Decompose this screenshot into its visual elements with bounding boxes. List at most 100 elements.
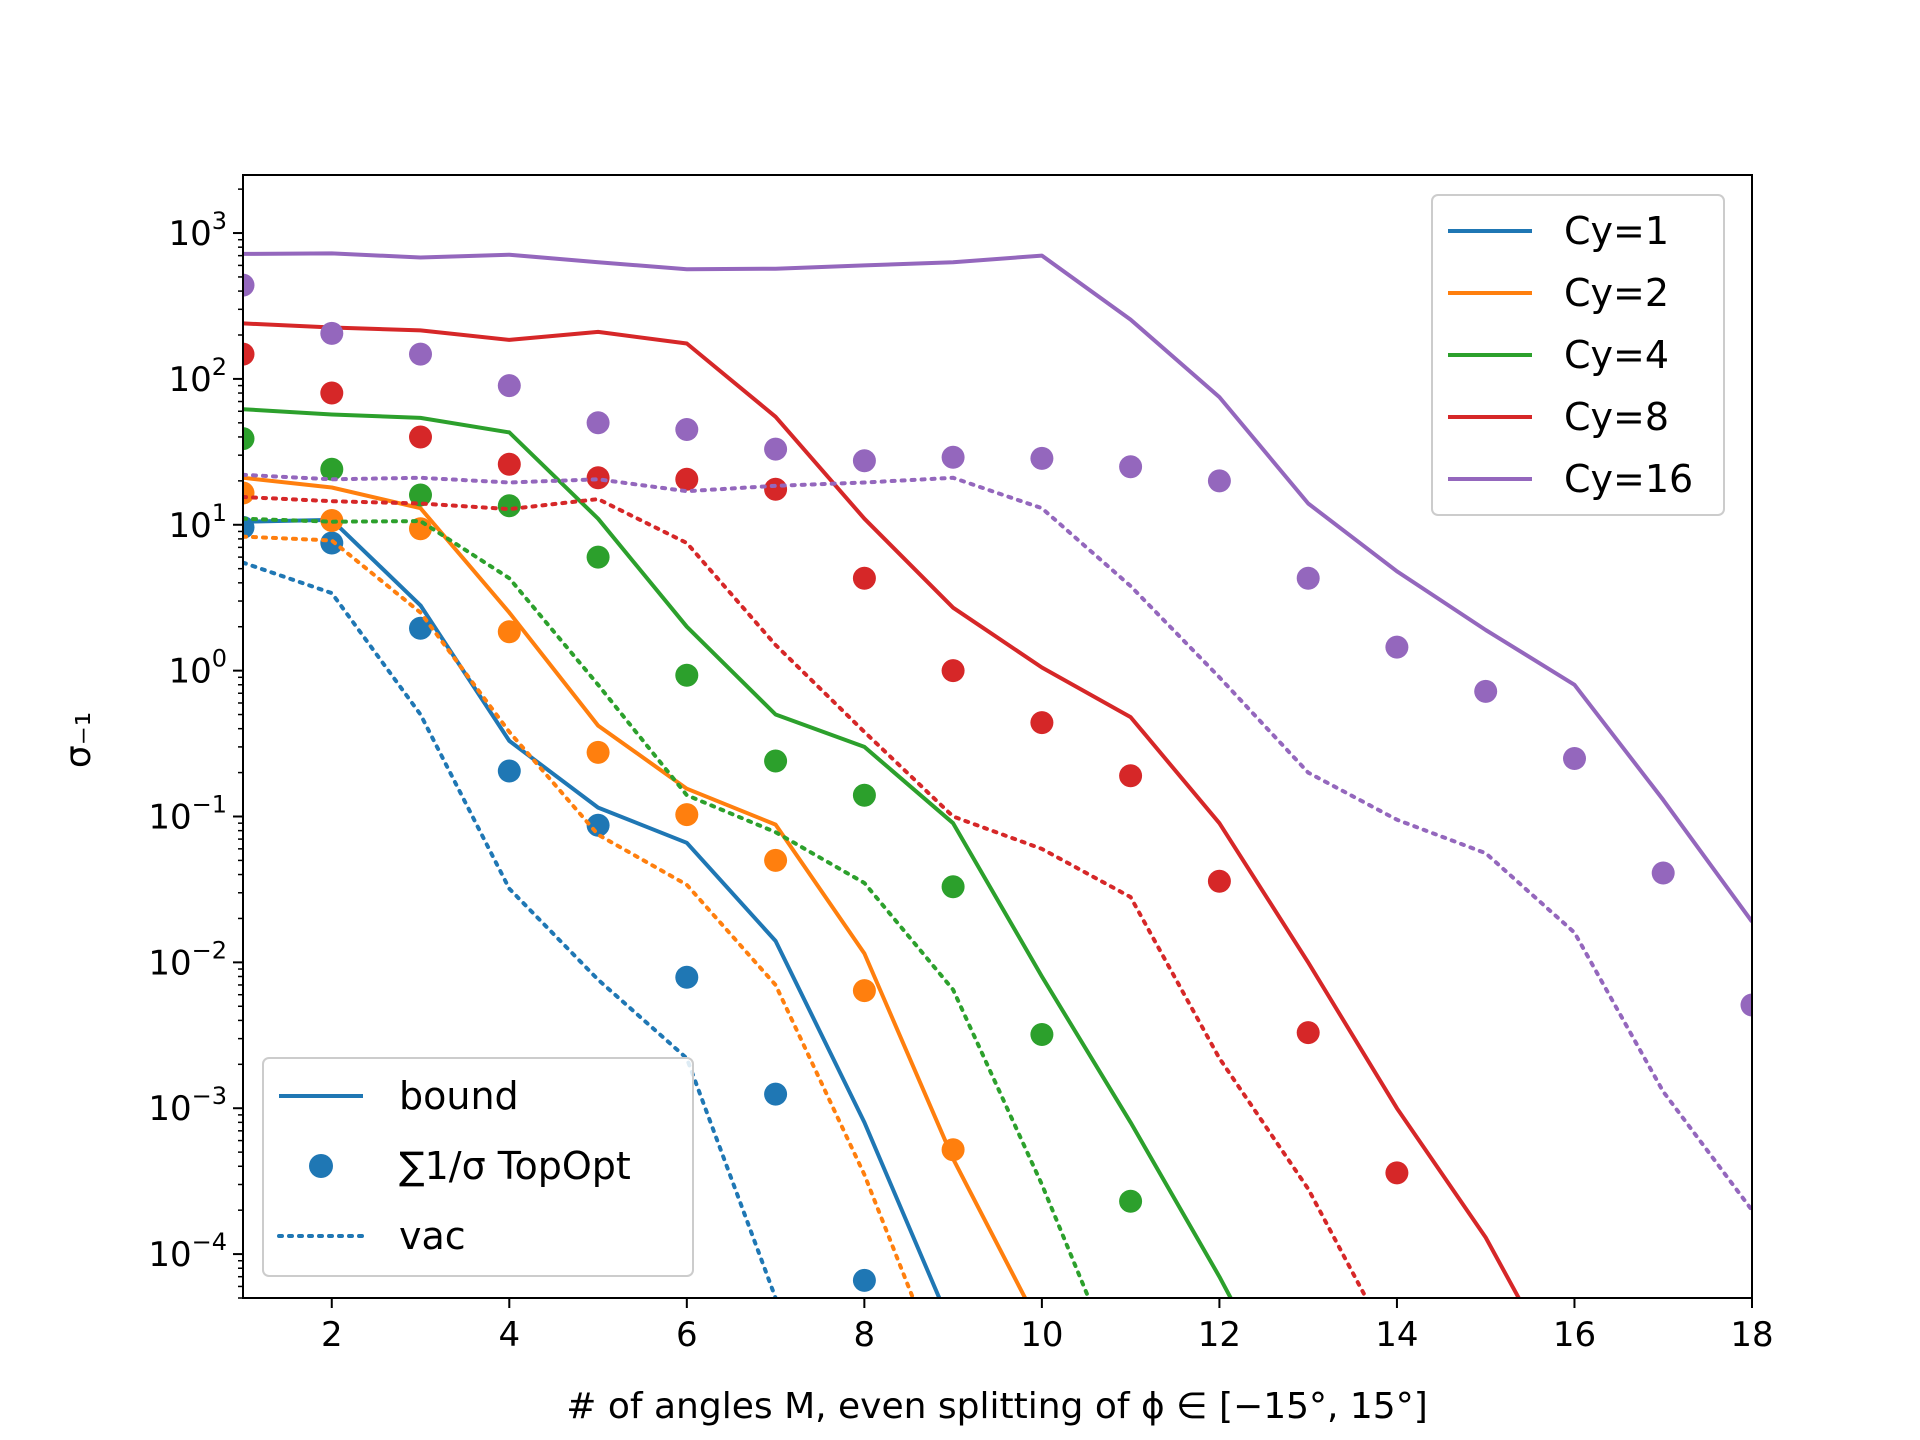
topopt-point-cy-2: [941, 1138, 965, 1162]
legend-series-box: [1431, 194, 1725, 516]
topopt-point-cy-4: [497, 494, 521, 518]
topopt-point-cy-16: [852, 449, 876, 473]
topopt-point-cy-16: [1030, 446, 1054, 470]
topopt-point-cy-8: [1296, 1021, 1320, 1045]
y-tick-label: 10−1: [148, 790, 227, 837]
topopt-point-cy-4: [852, 783, 876, 807]
topopt-point-cy-16: [1385, 635, 1409, 659]
x-tick-label: 12: [1198, 1315, 1241, 1355]
bound-line-cy-16: [243, 251, 1752, 923]
topopt-point-cy-2: [764, 848, 788, 872]
topopt-point-cy-16: [1207, 469, 1231, 493]
legend-label-cy-8: Cy=8: [1564, 395, 1669, 439]
y-axis-label: σ₋₁: [58, 712, 99, 768]
y-tick-label: 10−3: [148, 1082, 227, 1129]
topopt-point-cy-8: [1385, 1161, 1409, 1185]
bound-line-cy-8: [243, 321, 1522, 1298]
topopt-point-cy-16: [586, 411, 610, 435]
ticks-layer: 2 4 6 8 10 12 14 16 18 103 102 101 100 10−1 10−2 10−3 10…: [148, 188, 1774, 1355]
topopt-point-cy-4: [243, 427, 255, 451]
topopt-point-cy-8: [764, 477, 788, 501]
plot-frame: [242, 174, 1753, 1299]
legend-styles: bound ∑1/σ TopOpt vac: [262, 1057, 694, 1277]
topopt-point-cy-1: [243, 515, 255, 539]
legend-label-cy-2: Cy=2: [1564, 271, 1669, 315]
topopt-point-cy-8: [852, 566, 876, 590]
topopt-point-cy-8: [941, 659, 965, 683]
topopt-point-cy-16: [675, 418, 699, 441]
topopt-point-cy-8: [320, 381, 344, 405]
bound-line-cy-2: [243, 475, 1028, 1298]
y-tick-label: 103: [168, 207, 227, 254]
vac-line-cy-16: [243, 472, 1752, 1213]
y-tick-label: 102: [168, 353, 227, 400]
topopt-point-cy-4: [586, 545, 610, 569]
topopt-point-cy-4: [320, 457, 344, 481]
topopt-point-cy-16: [1563, 747, 1586, 770]
topopt-point-cy-1: [586, 813, 610, 837]
topopt-point-cy-16: [497, 374, 521, 398]
legend-label-cy-16: Cy=16: [1564, 457, 1693, 501]
vac-line-cy-4: [243, 516, 1091, 1298]
topopt-point-cy-16: [1296, 566, 1320, 590]
vac-line-cy-2: [243, 534, 916, 1298]
legend-label-cy-4: Cy=4: [1564, 333, 1669, 377]
bound-line-cy-4: [243, 407, 1233, 1298]
topopt-point-cy-2: [497, 620, 521, 644]
topopt-point-cy-1: [852, 1268, 876, 1292]
topopt-point-cy-2: [586, 740, 610, 764]
topopt-point-cy-16: [1119, 455, 1143, 479]
topopt-point-cy-4: [675, 663, 699, 687]
topopt-point-cy-16: [409, 342, 432, 366]
topopt-point-cy-16: [764, 437, 788, 461]
legend-style-label-solid: bound: [399, 1074, 519, 1118]
topopt-point-cy-4: [941, 875, 965, 899]
topopt-point-cy-8: [1207, 869, 1231, 893]
bound-line-cy-1: [243, 517, 942, 1298]
topopt-point-cy-8: [1030, 711, 1054, 735]
topopt-point-cy-8: [586, 466, 610, 490]
legend-style-label-dotted: vac: [399, 1214, 466, 1258]
topopt-point-cy-16: [941, 445, 965, 469]
legend-label-cy-1: Cy=1: [1564, 209, 1669, 253]
x-tick-label: 16: [1553, 1315, 1596, 1355]
topopt-point-cy-16: [1474, 679, 1498, 703]
vac-line-cy-1: [243, 560, 778, 1298]
series-layer: [243, 251, 1752, 1298]
topopt-point-cy-1: [497, 759, 521, 783]
x-tick-label: 18: [1730, 1315, 1773, 1355]
topopt-point-cy-8: [675, 467, 699, 491]
topopt-point-cy-4: [1030, 1023, 1054, 1046]
topopt-point-cy-16: [320, 321, 344, 345]
topopt-point-cy-4: [764, 749, 788, 773]
topopt-point-cy-2: [852, 979, 876, 1003]
topopt-point-cy-16: [1651, 861, 1675, 885]
x-axis-label: # of angles M, even splitting of ϕ ∈ [−1…: [566, 1386, 1428, 1427]
topopt-point-cy-8: [243, 342, 255, 366]
x-tick-label: 14: [1375, 1315, 1418, 1355]
topopt-point-cy-1: [764, 1082, 788, 1106]
topopt-point-cy-1: [409, 616, 432, 640]
x-tick-label: 6: [676, 1315, 698, 1355]
legend-styles-box: [262, 1057, 694, 1277]
vac-line-cy-8: [243, 495, 1369, 1298]
topopt-point-cy-16: [243, 273, 255, 297]
y-tick-label: 10−4: [148, 1228, 227, 1275]
topopt-point-cy-2: [675, 803, 699, 827]
topopt-point-cy-1: [675, 965, 699, 989]
legend-style-label-dot: ∑1/σ TopOpt: [399, 1144, 631, 1188]
y-tick-label: 101: [168, 499, 227, 546]
x-tick-label: 8: [854, 1315, 876, 1355]
topopt-point-cy-8: [409, 425, 432, 449]
x-tick-label: 2: [321, 1315, 343, 1355]
topopt-point-cy-8: [497, 452, 521, 476]
legend-series: Cy=1 Cy=2 Cy=4 Cy=8 Cy=16: [1431, 194, 1725, 516]
y-tick-label: 10−2: [148, 936, 227, 983]
x-tick-label: 10: [1020, 1315, 1063, 1355]
legend-style-dot: [309, 1154, 333, 1178]
topopt-point-cy-8: [1119, 764, 1143, 788]
y-tick-label: 100: [168, 645, 227, 692]
topopt-point-cy-4: [409, 483, 432, 507]
topopt-point-cy-16: [1740, 993, 1752, 1017]
